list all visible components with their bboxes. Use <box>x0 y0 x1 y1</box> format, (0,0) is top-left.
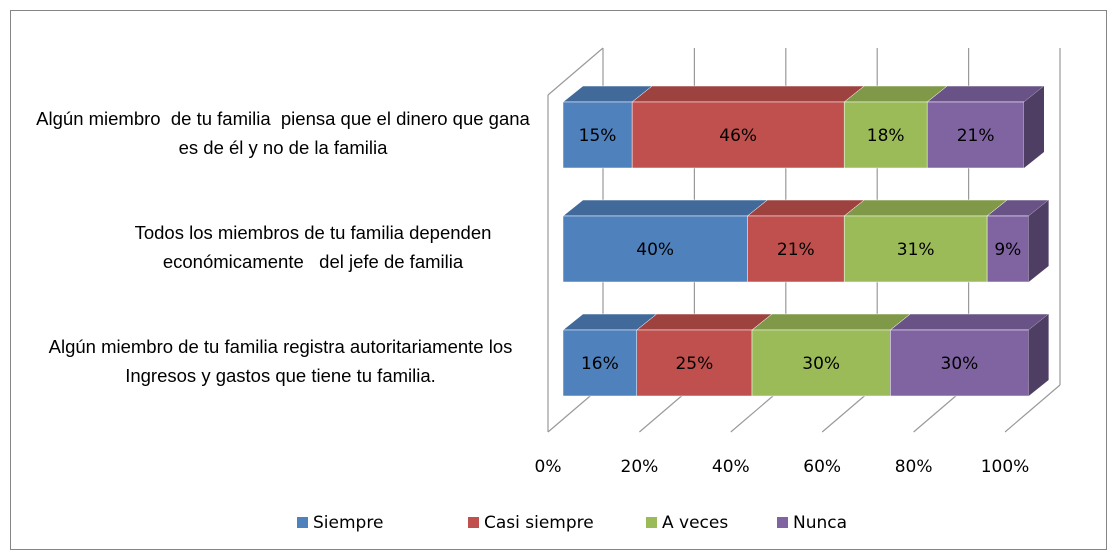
bar-top <box>636 313 773 331</box>
y-tick-label: Algún miembro de tu familia piensa que e… <box>36 108 535 158</box>
legend-label: Casi siempre <box>484 513 594 533</box>
legend-swatch <box>777 517 788 528</box>
data-label: 40% <box>636 240 674 260</box>
bar-top <box>562 199 769 217</box>
data-label: 30% <box>941 354 979 374</box>
x-tick-label: 100% <box>981 457 1030 477</box>
bar <box>751 329 891 397</box>
y-tick-label: Algún miembro de tu familia registra aut… <box>48 336 518 386</box>
x-tick-label: 80% <box>895 457 933 477</box>
legend-label: Siempre <box>313 513 383 533</box>
bar <box>926 101 1025 169</box>
bar-top <box>751 313 912 331</box>
legend-label: Nunca <box>793 513 847 533</box>
bar-side <box>1024 86 1044 168</box>
bar <box>562 329 638 397</box>
x-tick-label: 20% <box>621 457 659 477</box>
bar-top <box>889 313 1050 331</box>
legend-swatch <box>297 517 308 528</box>
data-label: 30% <box>802 354 840 374</box>
grid-line <box>1004 384 1061 433</box>
data-label: 21% <box>777 240 815 260</box>
data-label: 31% <box>897 240 935 260</box>
data-label: 9% <box>994 240 1021 260</box>
bar <box>562 215 748 283</box>
x-tick-label: 60% <box>803 457 841 477</box>
data-label: 15% <box>579 126 617 146</box>
bar-side <box>1028 200 1049 282</box>
bar-top <box>926 85 1045 103</box>
bar-top <box>631 85 865 103</box>
bar <box>986 215 1029 283</box>
x-tick-label: 0% <box>535 457 562 477</box>
legend-swatch <box>468 517 479 528</box>
data-label: 18% <box>867 126 905 146</box>
legend-label: A veces <box>662 513 728 533</box>
legend-swatch <box>646 517 657 528</box>
bar-top <box>746 199 865 217</box>
bar-top <box>843 199 1008 217</box>
x-tick-label: 40% <box>712 457 750 477</box>
bar <box>636 329 753 397</box>
axis-wall <box>547 47 604 96</box>
data-label: 16% <box>581 354 619 374</box>
data-label: 46% <box>719 126 757 146</box>
y-tick-label: Todos los miembros de tu familia depende… <box>134 222 497 272</box>
data-label: 21% <box>957 126 995 146</box>
bar <box>843 101 928 169</box>
data-label: 25% <box>675 354 713 374</box>
bar <box>843 215 988 283</box>
bar-side <box>1028 314 1049 396</box>
